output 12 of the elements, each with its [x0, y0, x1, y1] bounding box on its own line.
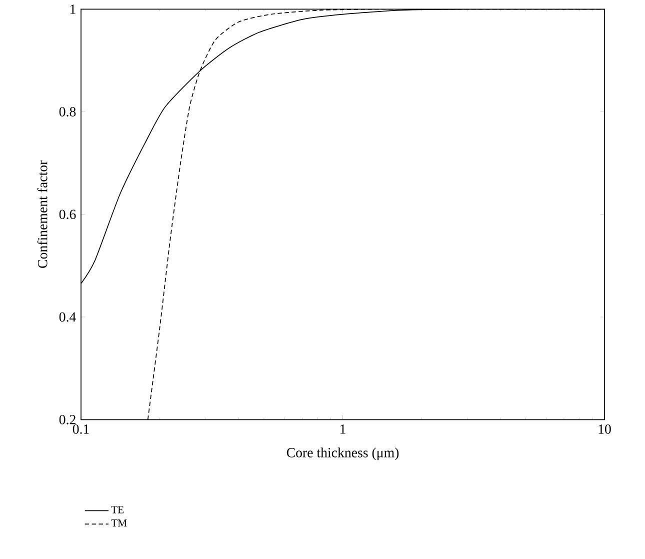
x-tick-label: 10 — [598, 424, 611, 434]
y-axis-title: Confinement factor — [37, 160, 48, 268]
y-tick-label: 1 — [70, 4, 76, 14]
y-tick-label: 0.4 — [59, 312, 76, 322]
y-tick-label: 0.6 — [59, 210, 76, 219]
legend-label: TE — [111, 506, 124, 514]
x-axis-title: Core thickness (μm) — [286, 447, 399, 460]
y-tick-label: 0.2 — [59, 414, 76, 424]
y-tick-label: 0.8 — [59, 106, 76, 116]
x-tick-label: 0.1 — [72, 424, 89, 434]
legend-label: TM — [111, 519, 127, 526]
x-tick-label: 1 — [340, 424, 346, 434]
